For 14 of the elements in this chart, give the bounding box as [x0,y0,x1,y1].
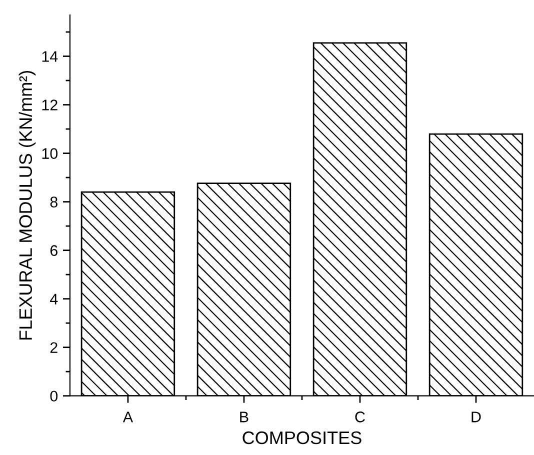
y-tick-label: 6 [50,245,58,256]
x-tick-label: B [240,412,248,422]
y-tick-label: 8 [50,196,58,208]
x-axis-title: COMPOSITES [242,431,362,444]
y-tick-label: 2 [50,342,58,353]
x-tick-label: A [122,412,134,422]
y-tick-label: 10 [42,148,58,159]
y-tick-label: 4 [50,294,58,304]
y-axis-title: FLEXURAL MODULUS (KN/mm²) [18,70,36,340]
y-tick-label: 0 [50,390,58,402]
y-tick-label: 14 [42,51,58,62]
x-tick-label: D [472,412,481,422]
y-tick-label: 12 [42,100,58,110]
x-tick-label: C [355,412,365,422]
